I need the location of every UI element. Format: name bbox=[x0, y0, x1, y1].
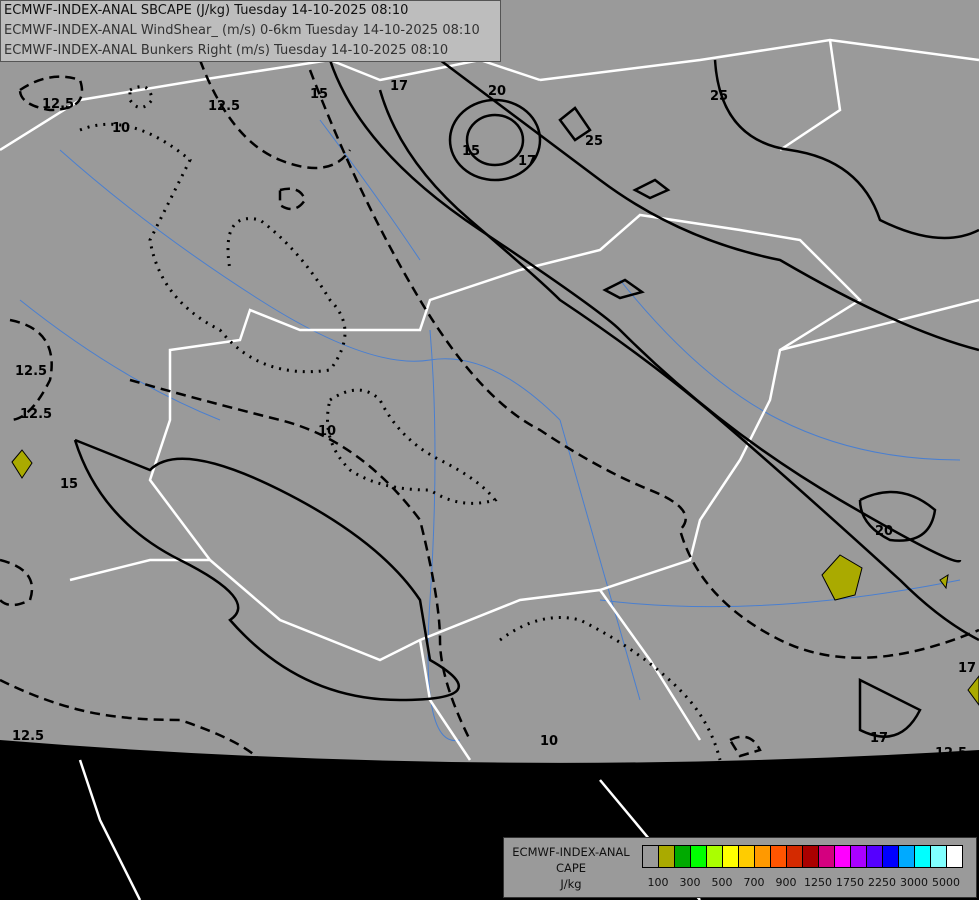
legend-tick-label: 700 bbox=[743, 876, 765, 889]
bunkers-contours bbox=[0, 59, 979, 761]
contour-label: 12.5 bbox=[12, 729, 44, 744]
contour-label: 17 bbox=[870, 731, 888, 746]
contour-label: 12.5 bbox=[42, 97, 74, 112]
legend-title-line: J/kg bbox=[560, 877, 582, 891]
legend-color-cell bbox=[931, 846, 947, 867]
legend-tick-label: 3000 bbox=[900, 876, 928, 889]
legend-tick-label: 1250 bbox=[804, 876, 832, 889]
cape-areas bbox=[11, 449, 979, 706]
legend-color-cell bbox=[803, 846, 819, 867]
legend-color-cell bbox=[835, 846, 851, 867]
contour-label: 25 bbox=[710, 89, 728, 104]
contour-label: 17 bbox=[518, 154, 536, 169]
legend-tick-label: 5000 bbox=[932, 876, 960, 889]
legend-color-cell bbox=[723, 846, 739, 867]
title-bunkers: ECMWF-INDEX-ANAL Bunkers Right (m/s) Tue… bbox=[4, 43, 449, 58]
legend-tick-label: 2250 bbox=[868, 876, 896, 889]
contour-label: 20 bbox=[875, 524, 893, 539]
legend-tick-label: 300 bbox=[679, 876, 701, 889]
title-windshear: ECMWF-INDEX-ANAL WindShear_ (m/s) 0-6km … bbox=[4, 23, 480, 38]
map-titles: ECMWF-INDEX-ANAL SBCAPE (J/kg) Tuesday 1… bbox=[0, 0, 501, 62]
contour-label: 10 bbox=[112, 121, 130, 136]
contour-label: 10 bbox=[540, 734, 558, 749]
legend-tick-label: 500 bbox=[711, 876, 733, 889]
legend-title-line: ECMWF-INDEX-ANAL bbox=[512, 845, 630, 859]
legend-color-cell bbox=[867, 846, 883, 867]
contour-label: 25 bbox=[585, 134, 603, 149]
legend-color-cell bbox=[771, 846, 787, 867]
legend-color-cell bbox=[739, 846, 755, 867]
contour-label: 15 bbox=[60, 477, 78, 492]
rivers bbox=[19, 119, 961, 742]
contour-label: 17 bbox=[390, 79, 408, 94]
contour-label: 12.5 bbox=[20, 407, 52, 422]
contour-labels: 15 15 17 20 15 17 25 25 20 17 17 12.5 12… bbox=[12, 79, 976, 761]
legend-color-cell bbox=[915, 846, 931, 867]
contour-label: 12.5 bbox=[935, 746, 967, 761]
legend-color-cell bbox=[947, 846, 962, 867]
legend-color-cell bbox=[787, 846, 803, 867]
legend-color-bar bbox=[642, 845, 963, 868]
legend-tick-label: 100 bbox=[647, 876, 669, 889]
legend-color-cell bbox=[659, 846, 675, 867]
shear-contours bbox=[73, 58, 979, 738]
legend-title-line: CAPE bbox=[555, 861, 587, 875]
legend-color-cell bbox=[643, 846, 659, 867]
bunkers-10-contours bbox=[79, 85, 722, 761]
title-sbcape: ECMWF-INDEX-ANAL SBCAPE (J/kg) Tuesday 1… bbox=[4, 3, 409, 18]
legend-ticks: 100 300 500 700 900 1250 1750 2250 3000 5000 bbox=[642, 876, 962, 896]
map-domain bbox=[0, 0, 979, 763]
legend-color-cell bbox=[851, 846, 867, 867]
legend-color-cell bbox=[899, 846, 915, 867]
contour-label: 12.5 bbox=[208, 99, 240, 114]
legend-color-cell bbox=[819, 846, 835, 867]
legend-color-cell bbox=[707, 846, 723, 867]
legend-color-cell bbox=[883, 846, 899, 867]
legend-color-cell bbox=[755, 846, 771, 867]
contour-label: 17 bbox=[958, 661, 976, 676]
contour-label: 20 bbox=[488, 84, 506, 99]
contour-label: 15 bbox=[462, 144, 480, 159]
legend-tick-label: 900 bbox=[775, 876, 797, 889]
legend-tick-label: 1750 bbox=[836, 876, 864, 889]
legend-color-cell bbox=[691, 846, 707, 867]
contour-label: 10 bbox=[318, 424, 336, 439]
contour-label: 12.5 bbox=[15, 364, 47, 379]
cape-legend: ECMWF-INDEX-ANAL CAPE J/kg 100 300 500 700 9… bbox=[503, 837, 977, 898]
legend-color-cell bbox=[675, 846, 691, 867]
legend-title: ECMWF-INDEX-ANAL CAPE J/kg bbox=[506, 844, 636, 892]
contour-label: 15 bbox=[310, 87, 328, 102]
